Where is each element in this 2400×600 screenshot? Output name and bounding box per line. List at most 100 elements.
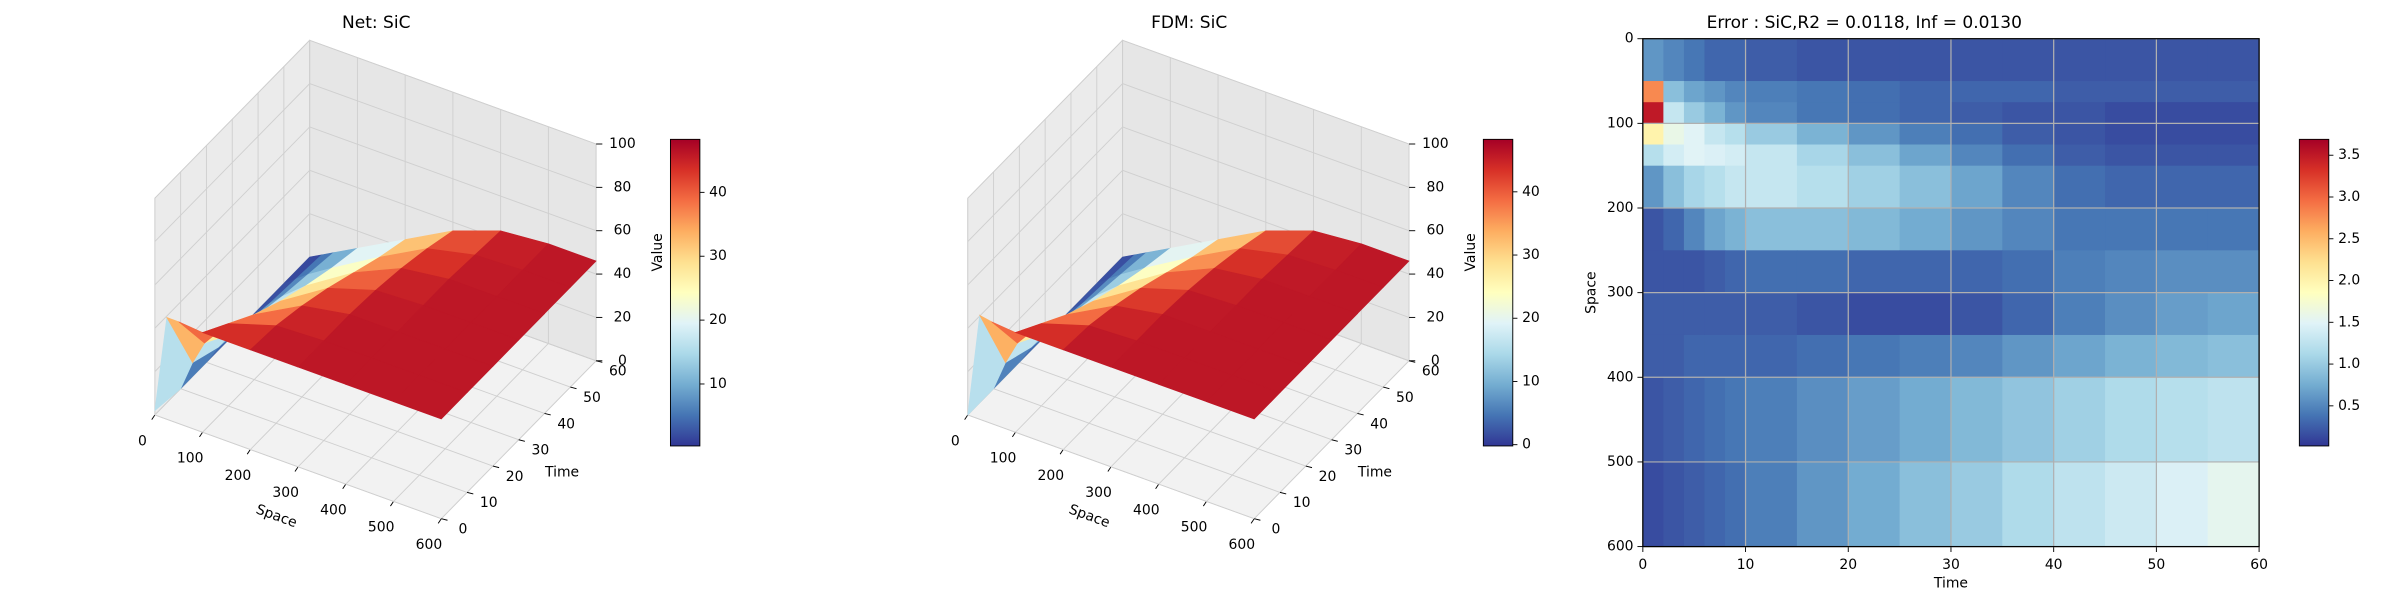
heatmap-cell [2207,207,2260,251]
grid-line [967,169,1123,329]
heatmap-cell [1725,207,1747,251]
heatmap-cell [2105,123,2157,145]
x-tick [199,432,203,438]
heatmap-cell [2156,461,2209,548]
heatmap-cell [2156,165,2209,209]
z-tick-label: 20 [1426,309,1444,325]
y-axis-label: Space [1584,271,1600,313]
heatmap-cell [1683,207,1705,251]
heatmap-cell [1745,377,1798,463]
z-tick-label: 40 [614,266,632,282]
y-axis-label: Time [544,464,579,480]
heatmap-cell [2105,81,2157,103]
z-tick-label: 80 [614,179,632,195]
grid-line [1019,361,1306,467]
heatmap-cell [1950,144,2003,167]
x-tick-label: 100 [177,451,204,467]
x-tick-label: 40 [2045,557,2063,573]
heatmap-cell [1663,207,1685,251]
heatmap-cell [1642,207,1664,251]
grid-line [967,414,1255,520]
heatmap-cell [2207,38,2260,82]
y-tick-label: 400 [1607,369,1634,385]
x-tick [1155,483,1160,490]
heatmap-cell [2105,165,2157,209]
x-tick [246,449,251,455]
grid-line [967,83,1123,242]
heatmap-cell [1704,461,1726,548]
heatmap-cell [1950,165,2003,209]
colorbar-tick-label: 3.5 [2338,147,2360,163]
heatmap-cell [1950,250,2003,294]
colorbar [2298,138,2330,447]
heatmap-cell [1642,144,1664,167]
y-tick-label: 200 [1607,200,1634,216]
heatmap-cell [2207,144,2260,167]
heatmap-cell [2105,461,2157,548]
y-tick [441,518,448,521]
y-tick [1279,491,1287,495]
grid-line [154,169,311,329]
heatmap-cell [2207,334,2260,378]
y-tick-label: 10 [480,495,498,511]
heatmap-cell [1899,250,1952,294]
y-tick [570,386,577,390]
x-tick [390,501,394,507]
heatmap-cell [2156,207,2209,251]
heatmap-cell [1848,38,1901,82]
heatmap-cell [1745,292,1798,336]
heatmap-cell [1642,292,1664,336]
heatmap-cell [1642,165,1664,209]
heatmap-cell [2002,292,2055,336]
heatmap-cell [2105,334,2157,378]
heatmap-cell [2156,292,2209,336]
z-tick-label: 80 [1426,179,1444,195]
heatmap-cell [2002,123,2055,145]
y-tick [518,439,526,442]
x-tick-label: 400 [1133,502,1160,518]
heatmap-cell [1725,377,1747,463]
colorbar-tick-label: 40 [1522,184,1540,200]
heatmap-cell [2002,102,2055,124]
heatmap-cell [1683,377,1705,463]
x-tick-label: 600 [1229,537,1256,553]
x-tick [1202,501,1207,507]
surface-cell [1205,375,1281,420]
colorbar-tick-label: 10 [709,376,727,392]
heatmap-cell [1663,334,1685,378]
y-tick-label: 300 [1607,285,1634,301]
colorbar-tick-label: 0.5 [2338,398,2360,414]
colorbar-tick-label: 2.5 [2338,231,2360,247]
y-tick-label: 50 [1396,390,1414,406]
heatmap-cell [1725,81,1747,103]
heatmap-cell [2002,377,2055,463]
heatmap-cell [2105,377,2157,463]
heatmap-cell [1745,102,1798,124]
heatmap-cell [1848,377,1901,463]
heatmap-cell [1796,334,1849,378]
heatmap-cell [2053,165,2106,209]
heatmap-cell [2156,377,2209,463]
heatmap-cell [2053,250,2106,294]
x-tick-label: 600 [416,537,443,553]
heatmap-cell [2156,81,2209,103]
z-tick-label: 100 [609,136,636,152]
heatmap-cell [1745,461,1798,548]
heatmap-cell [2105,38,2157,82]
heatmap-cell [1745,334,1798,378]
y-tick [466,491,474,495]
grid-line [1122,39,1410,145]
heatmap-cell [1950,334,2003,378]
heatmap-cell [1642,38,1664,82]
heatmap-cell [1663,250,1685,294]
heatmap-cell [2207,377,2260,463]
x-tick [342,483,347,490]
y-tick [1305,465,1313,469]
heatmap-cell [1950,123,2003,145]
y-tick-label: 40 [1370,416,1388,432]
colorbar-tick-label: 30 [709,248,727,264]
heatmap-cell [1683,292,1705,336]
heatmap-cell [1950,292,2003,336]
z-axis-label: Value [650,233,666,271]
